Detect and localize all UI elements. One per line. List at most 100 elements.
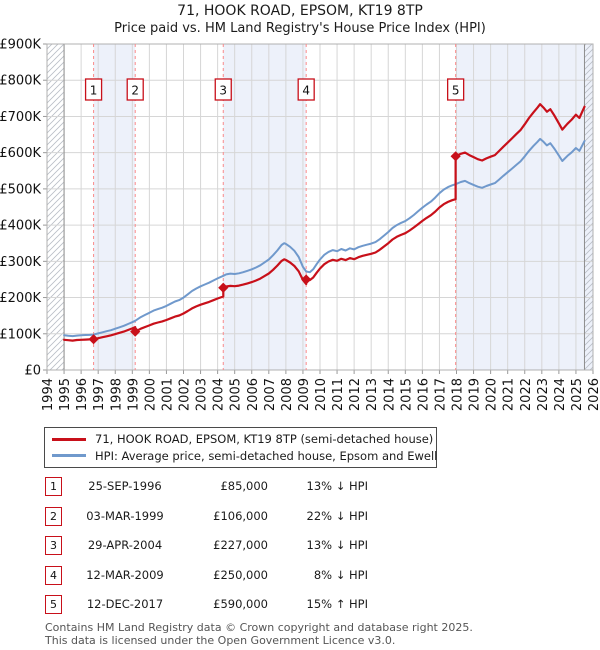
no-data-hatch — [47, 44, 65, 370]
sale-price: £85,000 — [220, 479, 268, 493]
sale-row-3: 3 29-APR-2004 £227,000 13% ↓ HPI — [45, 536, 375, 558]
footer-license: Contains HM Land Registry data © Crown c… — [45, 621, 473, 647]
shaded-band — [223, 44, 307, 370]
x-tick-label: 2023 — [536, 378, 551, 411]
x-tick-label: 2009 — [297, 378, 312, 411]
sale-row-4: 4 12-MAR-2009 £250,000 8% ↓ HPI — [45, 565, 375, 588]
sale-date: 29-APR-2004 — [87, 538, 163, 553]
x-tick-label: 2022 — [519, 378, 534, 411]
x-tick-label: 2025 — [570, 378, 585, 411]
sale-price: £106,000 — [213, 508, 268, 523]
x-tick-label: 2020 — [485, 378, 500, 411]
sale-price: £250,000 — [213, 567, 268, 582]
x-tick-label: 2006 — [246, 378, 261, 411]
page-subtitle: Price paid vs. HM Land Registry's House … — [114, 21, 486, 36]
sale-number-badge: 3 — [45, 536, 62, 556]
sale-flag-2 — [126, 78, 144, 101]
x-tick-label: 1999 — [126, 378, 141, 411]
y-tick-label: £0 — [24, 364, 41, 379]
sale-marker-3 — [218, 282, 229, 293]
x-tick-label: 2013 — [365, 378, 380, 411]
x-tick-label: 1997 — [92, 378, 107, 411]
x-tick-label: 2002 — [178, 378, 193, 411]
hpi-line — [63, 137, 586, 338]
x-tick-label: 2004 — [212, 378, 227, 411]
x-tick-label: 1994 — [41, 378, 56, 411]
x-tick-label: 1996 — [75, 378, 90, 411]
price-line-swatch — [52, 437, 86, 441]
x-tick-label: 2007 — [263, 378, 278, 411]
sale-number-badge: 1 — [45, 477, 62, 496]
sale-marker-2 — [130, 326, 141, 337]
sale-flag-number: 3 — [219, 84, 227, 98]
y-tick-label: £900K — [0, 38, 41, 53]
page-title: 71, HOOK ROAD, EPSOM, KT19 8TP — [177, 3, 423, 19]
x-tick-label: 2021 — [502, 378, 517, 411]
legend-item-hpi: HPI: Average price, semi-detached house,… — [52, 449, 437, 463]
sale-flag-1 — [84, 78, 103, 101]
sale-row-1: 1 25-SEP-1996 £85,000 13% ↓ HPI — [45, 477, 375, 499]
sale-number-badge: 5 — [45, 595, 62, 615]
x-tick-label: 1995 — [58, 378, 73, 411]
sale-flag-number: 5 — [452, 84, 460, 98]
y-tick-label: £300K — [0, 255, 41, 270]
sale-marker-1 — [88, 334, 99, 345]
footer-line-2: This data is licensed under the Open Gov… — [45, 634, 396, 647]
y-tick-label: £500K — [0, 182, 41, 197]
sale-vs-hpi: 15% ↑ HPI — [306, 597, 368, 612]
y-tick-label: £200K — [0, 291, 41, 306]
sale-date: 12-DEC-2017 — [86, 597, 164, 612]
legend-item-price: 71, HOOK ROAD, EPSOM, KT19 8TP (semi-det… — [52, 432, 433, 446]
sale-flag-number: 1 — [90, 84, 98, 98]
x-tick-label: 2017 — [433, 378, 448, 411]
chart-legend: 71, HOOK ROAD, EPSOM, KT19 8TP (semi-det… — [44, 427, 437, 468]
sale-vs-hpi: 13% ↓ HPI — [306, 479, 368, 493]
sale-price: £227,000 — [213, 538, 268, 553]
x-tick-label: 2000 — [143, 378, 158, 411]
sale-vs-hpi: 13% ↓ HPI — [306, 538, 368, 553]
price-line — [62, 103, 586, 342]
x-tick-label: 2015 — [399, 378, 414, 411]
legend-label-hpi: HPI: Average price, semi-detached house,… — [95, 448, 438, 463]
y-tick-label: £100K — [0, 327, 41, 342]
sale-row-5: 5 12-DEC-2017 £590,000 15% ↑ HPI — [45, 595, 375, 617]
sale-vs-hpi: 22% ↓ HPI — [306, 508, 368, 523]
x-tick-label: 2018 — [451, 378, 466, 411]
sale-row-2: 2 03-MAR-1999 £106,000 22% ↓ HPI — [45, 506, 375, 529]
x-tick-label: 2003 — [195, 378, 210, 411]
sale-price: £590,000 — [213, 597, 268, 612]
sale-flag-number: 4 — [302, 84, 310, 98]
x-tick-label: 2008 — [280, 378, 295, 411]
x-tick-label: 2024 — [553, 378, 568, 411]
x-tick-label: 2016 — [416, 378, 431, 411]
footer-line-1: Contains HM Land Registry data © Crown c… — [45, 621, 473, 634]
price-chart: 1994 1995 1996 1997 1998 1999 2000 2001 2002 2003… — [0, 38, 600, 412]
sale-marker-4 — [301, 274, 312, 285]
x-tick-label: 1998 — [109, 378, 124, 411]
x-tick-label: 2001 — [160, 378, 175, 411]
x-tick-label: 2010 — [314, 378, 329, 411]
sale-number-badge: 4 — [45, 565, 62, 585]
x-tick-label: 2019 — [468, 378, 483, 411]
hpi-line-swatch — [52, 454, 86, 458]
y-tick-label: £700K — [0, 110, 41, 125]
sale-flag-4 — [297, 78, 315, 101]
sale-flag-3 — [214, 78, 232, 101]
no-data-hatch — [584, 44, 593, 370]
sale-flag-5 — [446, 78, 465, 101]
sale-flag-number: 2 — [131, 84, 139, 98]
y-tick-label: £400K — [0, 219, 41, 234]
sale-date: 12-MAR-2009 — [86, 567, 164, 582]
sale-date: 25-SEP-1996 — [88, 479, 162, 493]
x-tick-label: 2011 — [331, 378, 346, 411]
x-tick-label: 2012 — [348, 378, 363, 411]
x-tick-label: 2005 — [229, 378, 244, 411]
x-tick-label: 2026 — [587, 378, 600, 411]
y-tick-label: £600K — [0, 146, 41, 161]
sale-number-badge: 2 — [45, 506, 62, 526]
x-tick-label: 2014 — [382, 378, 397, 411]
legend-label-price: 71, HOOK ROAD, EPSOM, KT19 8TP (semi-det… — [95, 432, 434, 447]
sale-vs-hpi: 8% ↓ HPI — [313, 567, 368, 582]
y-tick-label: £800K — [0, 74, 41, 89]
